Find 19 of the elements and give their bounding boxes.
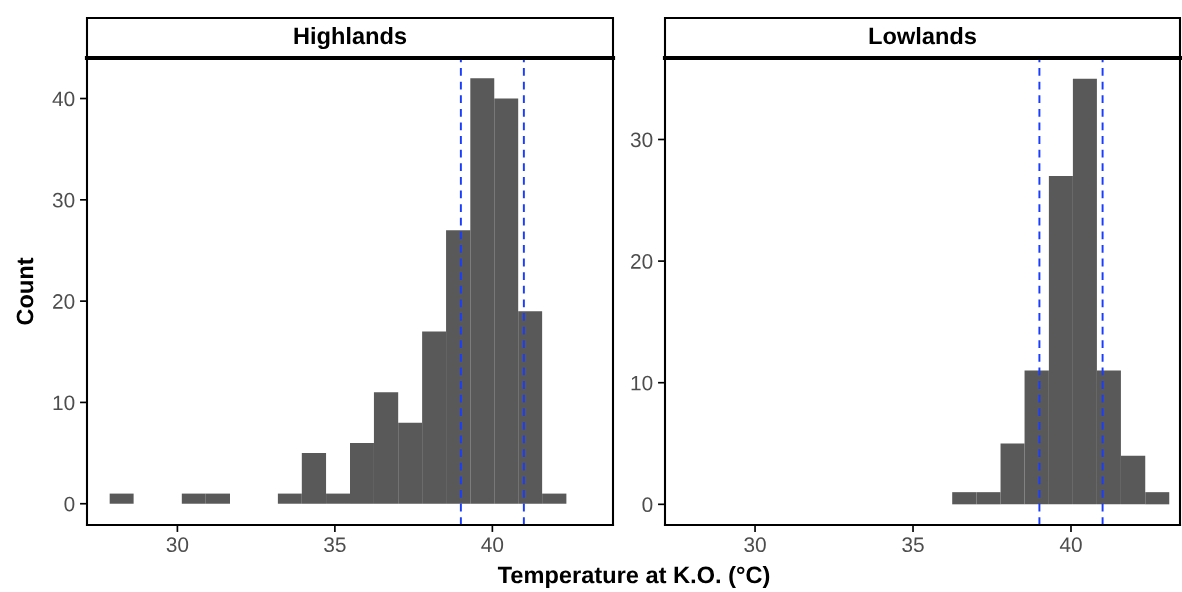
y-tick-label: 20 bbox=[631, 254, 653, 269]
y-axis-title: Count bbox=[16, 257, 34, 325]
x-tick-label: 35 bbox=[902, 537, 924, 553]
x-tick-label: 40 bbox=[1059, 537, 1082, 553]
y-tick-label: 30 bbox=[52, 192, 75, 208]
x-tick-label: 40 bbox=[481, 537, 504, 553]
y-tick-label: 40 bbox=[52, 91, 75, 107]
x-tick-label: 30 bbox=[744, 537, 766, 553]
x-tick-label: 30 bbox=[166, 537, 189, 553]
y-tick-label: 0 bbox=[642, 497, 653, 513]
y-tick-label: 20 bbox=[53, 294, 75, 309]
x-tick-label: 35 bbox=[324, 537, 346, 553]
y-tick-label: 10 bbox=[53, 395, 75, 411]
y-tick-label: 10 bbox=[631, 375, 653, 391]
chart-title: Lowlands bbox=[869, 27, 976, 45]
y-tick-label: 30 bbox=[630, 132, 653, 148]
y-tick-label: 0 bbox=[64, 496, 75, 512]
x-axis-title: Temperature at K.O. (°C) bbox=[497, 565, 770, 589]
chart-title: Highlands bbox=[294, 26, 407, 50]
